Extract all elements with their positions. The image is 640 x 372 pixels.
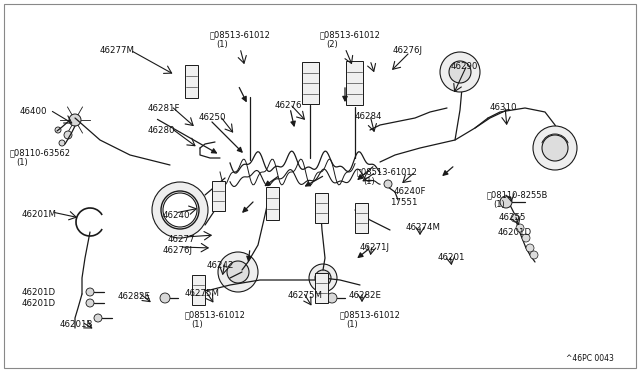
Circle shape [218, 252, 258, 292]
Circle shape [309, 264, 337, 292]
Text: (2): (2) [326, 40, 338, 49]
Text: 46280: 46280 [148, 126, 175, 135]
Text: 46240: 46240 [163, 211, 191, 220]
Bar [316, 193, 328, 223]
Text: (1): (1) [493, 200, 505, 209]
Text: 46400: 46400 [20, 107, 47, 116]
Circle shape [449, 61, 471, 83]
Circle shape [440, 52, 480, 92]
Text: (1): (1) [191, 320, 203, 329]
Bar [266, 186, 280, 219]
Circle shape [69, 114, 81, 126]
Circle shape [533, 126, 577, 170]
Text: 46201D: 46201D [498, 228, 532, 237]
Text: 46276J: 46276J [393, 46, 423, 55]
Circle shape [227, 261, 249, 283]
Circle shape [94, 314, 102, 322]
Circle shape [160, 293, 170, 303]
Circle shape [163, 193, 197, 227]
Text: 46276: 46276 [275, 101, 303, 110]
Text: 46240F: 46240F [394, 187, 426, 196]
Text: 46277: 46277 [168, 235, 195, 244]
Text: Ⓢ08513-61012: Ⓢ08513-61012 [357, 167, 418, 176]
Text: (1): (1) [216, 40, 228, 49]
Bar [303, 62, 319, 104]
Text: 46282E: 46282E [349, 291, 382, 300]
Circle shape [516, 224, 524, 232]
Text: 46201D: 46201D [22, 299, 56, 308]
Circle shape [55, 127, 61, 133]
Text: Ⓢ08513-61012: Ⓢ08513-61012 [320, 30, 381, 39]
Text: 46282E: 46282E [118, 292, 151, 301]
Text: ^46PC 0043: ^46PC 0043 [566, 354, 614, 363]
Text: 46275M: 46275M [288, 291, 323, 300]
Circle shape [86, 299, 94, 307]
Circle shape [526, 244, 534, 252]
Text: 46310: 46310 [490, 103, 518, 112]
Circle shape [152, 182, 208, 238]
Text: (1): (1) [346, 320, 358, 329]
Text: 46201B: 46201B [60, 320, 93, 329]
Text: 46271J: 46271J [360, 243, 390, 252]
Text: 46201: 46201 [438, 253, 465, 262]
Text: (1): (1) [363, 177, 375, 186]
Bar [346, 61, 364, 105]
Text: 46290: 46290 [451, 62, 478, 71]
Text: 46276J: 46276J [163, 246, 193, 255]
Text: 46255: 46255 [499, 213, 527, 222]
Text: 46201M: 46201M [22, 210, 57, 219]
Text: 46201D: 46201D [22, 288, 56, 297]
Circle shape [522, 234, 530, 242]
Text: Ⓑ08110-63562: Ⓑ08110-63562 [10, 148, 71, 157]
Circle shape [64, 131, 72, 139]
Text: Ⓑ08110-8255B: Ⓑ08110-8255B [487, 190, 548, 199]
Text: 46284: 46284 [355, 112, 383, 121]
Circle shape [542, 135, 568, 161]
Circle shape [86, 288, 94, 296]
Text: (1): (1) [16, 158, 28, 167]
Bar [355, 203, 369, 233]
Circle shape [315, 270, 331, 286]
Text: 46275M: 46275M [185, 289, 220, 298]
Circle shape [500, 196, 512, 208]
Circle shape [511, 214, 519, 222]
Circle shape [384, 180, 392, 188]
Circle shape [327, 293, 337, 303]
Text: 46250: 46250 [199, 113, 227, 122]
Bar [184, 64, 198, 97]
Text: 46242: 46242 [207, 261, 234, 270]
Text: Ⓢ08513-61012: Ⓢ08513-61012 [340, 310, 401, 319]
Circle shape [59, 140, 65, 146]
Text: Ⓢ08513-61012: Ⓢ08513-61012 [185, 310, 246, 319]
Text: Ⓢ08513-61012: Ⓢ08513-61012 [210, 30, 271, 39]
Text: 46281F: 46281F [148, 104, 180, 113]
Bar [191, 275, 205, 305]
Bar [211, 181, 225, 211]
Text: 46274M: 46274M [406, 223, 441, 232]
Bar [316, 273, 328, 303]
Text: 17551: 17551 [390, 198, 417, 207]
Text: 46277M: 46277M [100, 46, 135, 55]
Circle shape [530, 251, 538, 259]
